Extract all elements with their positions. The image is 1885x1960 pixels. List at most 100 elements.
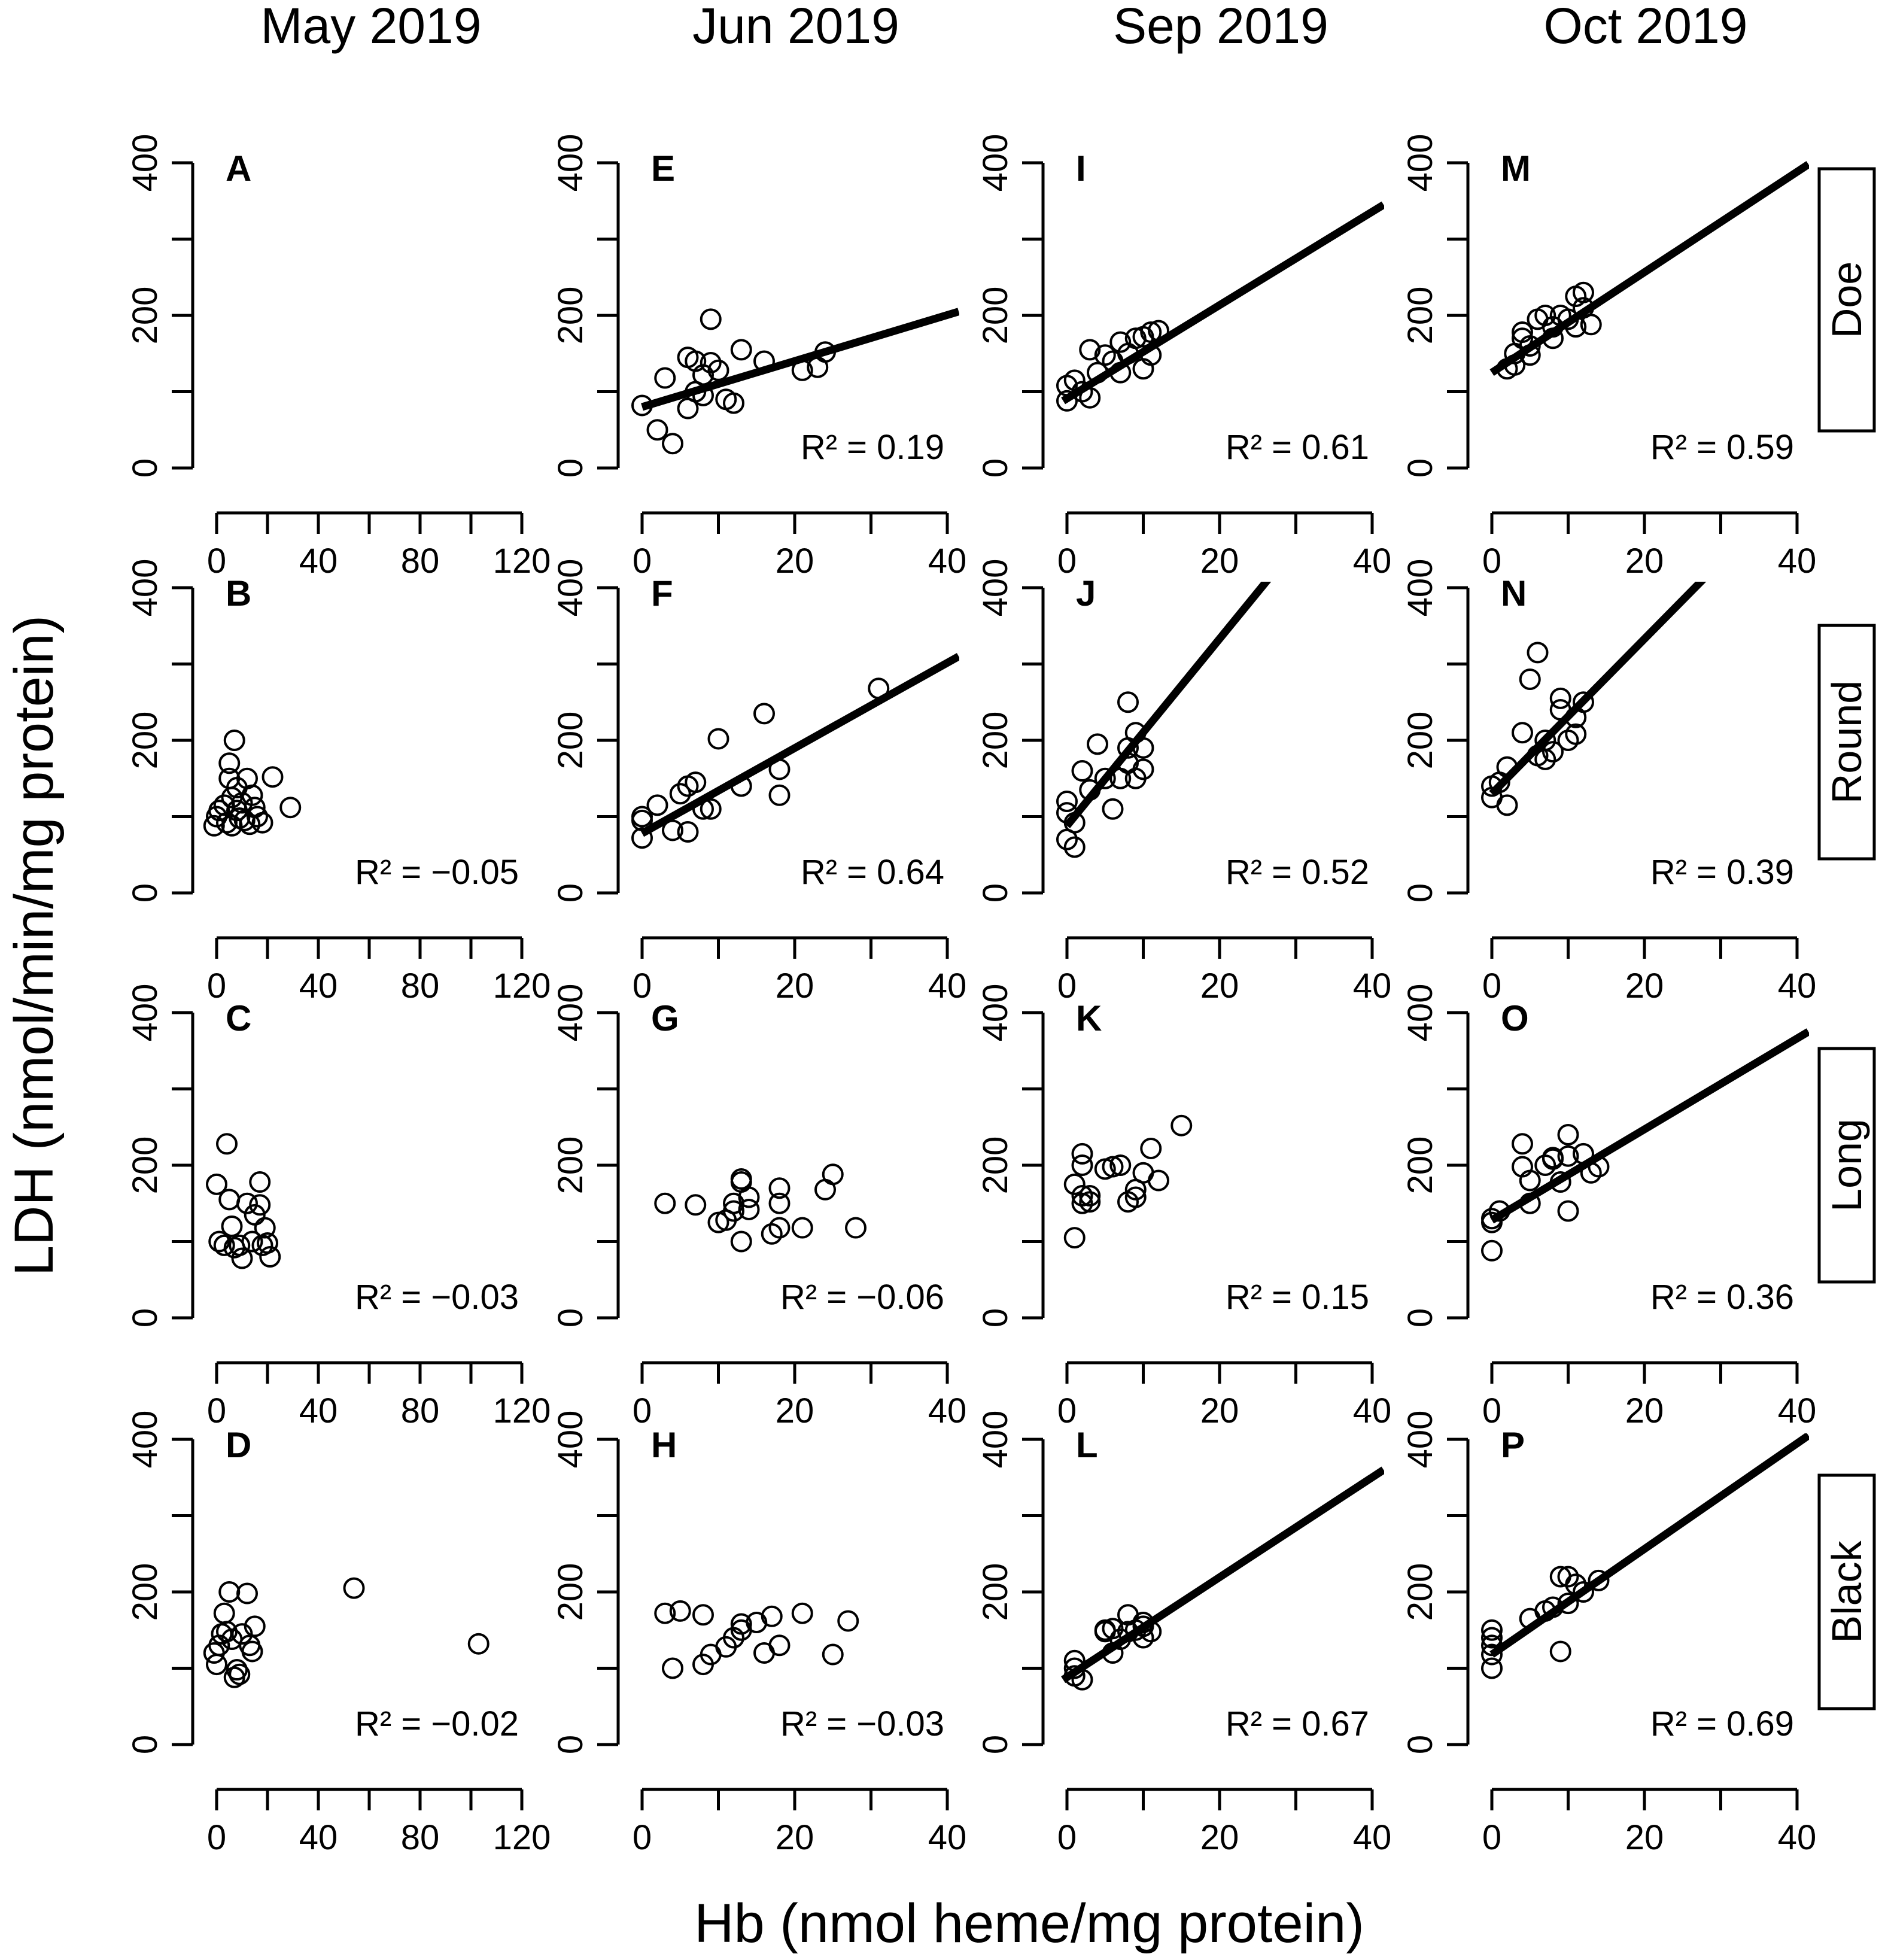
- data-point: [1132, 1627, 1154, 1649]
- data-point: [213, 1234, 235, 1256]
- data-point: [1087, 733, 1108, 755]
- data-point: [1519, 1169, 1541, 1192]
- data-point: [203, 815, 225, 837]
- data-point: [692, 384, 714, 406]
- x-tick-label: 40: [299, 1818, 338, 1857]
- data-point: [768, 1192, 791, 1214]
- data-point: [1481, 1627, 1503, 1649]
- y-tick-label: 200: [551, 287, 590, 345]
- data-point: [1170, 1114, 1193, 1137]
- data-point: [221, 1215, 243, 1237]
- data-point: [700, 308, 722, 330]
- data-point: [236, 1582, 258, 1605]
- data-point: [1117, 691, 1139, 713]
- panel-letter: N: [1501, 573, 1527, 613]
- data-point: [262, 766, 284, 788]
- data-point: [1565, 316, 1587, 338]
- data-point: [791, 1602, 813, 1624]
- y-tick-label: 200: [1401, 1563, 1440, 1621]
- data-point: [1588, 1569, 1610, 1591]
- x-tick-label: 0: [207, 542, 226, 581]
- x-tick-label: 0: [1057, 1818, 1077, 1857]
- y-tick-label: 200: [976, 712, 1015, 770]
- panel-f: 0 200 400 0 20 40 F R² = 0.64: [551, 559, 966, 1005]
- data-point: [229, 1663, 251, 1685]
- panel-l: 0 200 400 0 20 40 L R² = 0.67: [976, 1411, 1391, 1857]
- data-point: [692, 1604, 714, 1626]
- data-point: [669, 783, 691, 805]
- data-point: [1071, 760, 1093, 782]
- data-point: [1512, 1133, 1533, 1155]
- y-tick-label: 0: [551, 883, 590, 902]
- data-point: [257, 1232, 278, 1254]
- r-squared-label: R² = −0.05: [355, 853, 519, 892]
- data-point: [1071, 1185, 1093, 1207]
- data-point: [768, 784, 791, 806]
- y-tick-label: 400: [976, 984, 1015, 1042]
- data-point: [1588, 1156, 1610, 1178]
- data-point: [1557, 1200, 1579, 1222]
- x-tick-label: 20: [776, 967, 814, 1005]
- x-tick-label: 40: [299, 967, 338, 1005]
- y-tick-label: 0: [126, 1308, 165, 1327]
- x-tick-label: 40: [1353, 1391, 1392, 1430]
- data-point: [738, 1186, 760, 1208]
- data-point: [251, 812, 273, 834]
- data-point: [1573, 281, 1594, 303]
- r-squared-label: R² = −0.03: [355, 1278, 519, 1317]
- data-point: [259, 1246, 281, 1268]
- panel-letter: J: [1076, 573, 1096, 613]
- y-tick-label: 200: [126, 1563, 165, 1621]
- data-point: [1109, 331, 1132, 353]
- y-tick-label: 400: [976, 134, 1015, 192]
- panel-g: 0 200 400 0 20 40 G R² = −0.06: [551, 984, 966, 1430]
- y-tick-label: 400: [126, 559, 165, 617]
- panel-letter: L: [1076, 1425, 1098, 1465]
- strip-label-round: Round: [1823, 680, 1870, 804]
- data-point: [1079, 1185, 1101, 1207]
- panel-e: 0 200 400 0 20 40 E R² = 0.19: [551, 134, 966, 581]
- panel-m: 0 200 400 0 20 40 M R² = 0.59: [1401, 134, 1816, 581]
- data-point: [692, 364, 714, 386]
- data-point: [1542, 327, 1564, 350]
- x-tick-label: 40: [1778, 967, 1817, 1005]
- data-point: [1087, 361, 1108, 384]
- data-point: [730, 1613, 752, 1635]
- data-point: [216, 1133, 238, 1155]
- data-point: [1565, 723, 1587, 745]
- panel-o: 0 200 400 0 20 40 O R² = 0.36: [1401, 984, 1816, 1430]
- data-point: [654, 367, 676, 389]
- x-tick-label: 40: [299, 542, 338, 581]
- x-tick-label: 40: [1778, 542, 1817, 581]
- y-tick-label: 0: [126, 883, 165, 902]
- x-tick-label: 40: [1778, 1818, 1817, 1857]
- data-point: [631, 806, 653, 828]
- data-point: [1519, 344, 1541, 366]
- regression-line: [1489, 161, 1809, 376]
- data-point: [1481, 1643, 1503, 1666]
- data-point: [1481, 1634, 1503, 1657]
- data-point: [730, 775, 752, 797]
- data-point: [1573, 1581, 1594, 1603]
- data-point: [1079, 339, 1101, 361]
- strip-label-doe: Doe: [1823, 262, 1870, 338]
- data-point: [692, 798, 714, 820]
- data-point: [1056, 791, 1078, 812]
- data-point: [467, 1633, 490, 1655]
- data-point: [1542, 1147, 1564, 1169]
- data-point: [1140, 1137, 1162, 1159]
- data-point: [1481, 1619, 1503, 1641]
- regression-line: [1489, 582, 1707, 797]
- x-tick-label: 120: [493, 967, 551, 1005]
- data-point: [229, 1234, 251, 1256]
- data-point: [1132, 737, 1154, 759]
- y-tick-label: 0: [126, 1735, 165, 1754]
- y-tick-label: 400: [551, 134, 590, 192]
- data-point: [1527, 642, 1549, 664]
- data-point: [1557, 1593, 1579, 1615]
- y-axis-title: LDH (nmol/min/mg protein): [4, 615, 65, 1276]
- data-point: [768, 1634, 791, 1657]
- panel-k: 0 200 400 0 20 40 K R² = 0.15: [976, 984, 1391, 1430]
- panel-letter: I: [1076, 148, 1086, 189]
